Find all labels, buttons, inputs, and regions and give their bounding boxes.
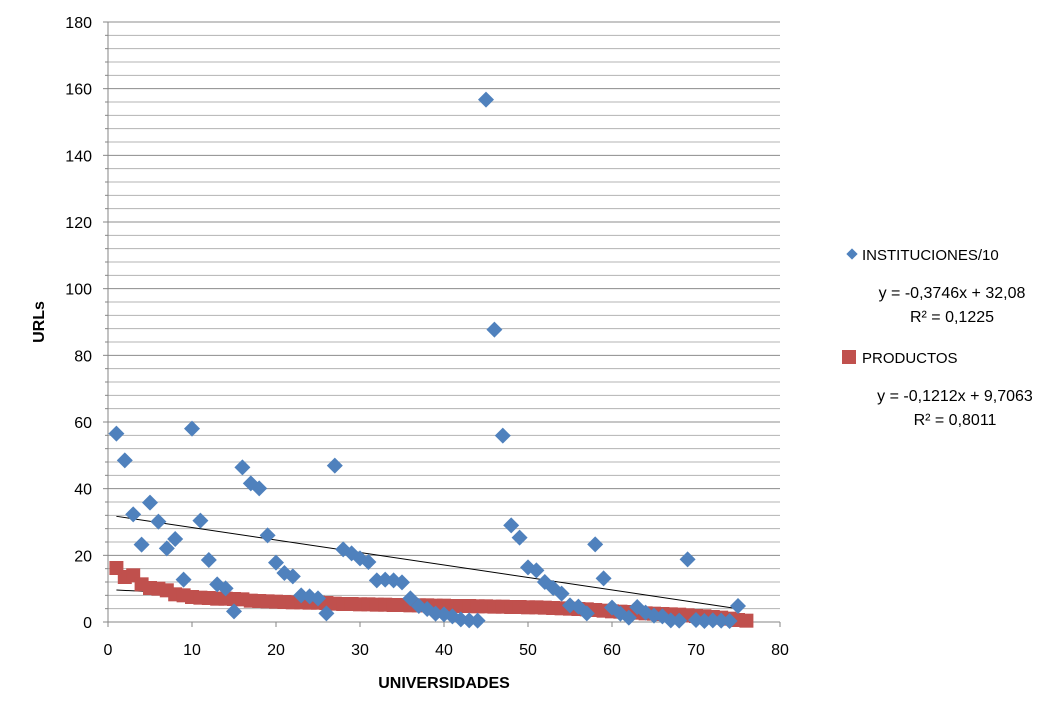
series-instituciones: [108, 91, 746, 629]
data-point-instituciones: [662, 612, 679, 629]
y-tick-label: 140: [65, 148, 92, 165]
data-point-instituciones: [125, 506, 142, 523]
legend: INSTITUCIONES/10 y = -0,3746x + 32,08 R²…: [842, 247, 1033, 429]
y-tick-label: 60: [74, 415, 92, 432]
data-point-instituciones: [184, 420, 200, 437]
x-tick-label: 80: [771, 642, 789, 659]
data-point-instituciones: [486, 321, 503, 338]
legend-label-productos: PRODUCTOS: [862, 350, 958, 367]
x-tick-label: 30: [351, 642, 369, 659]
x-tick-label: 70: [687, 642, 705, 659]
y-axis-title: URLs: [31, 301, 48, 343]
data-point-instituciones: [511, 529, 528, 546]
data-point-instituciones: [730, 598, 746, 614]
data-point-instituciones: [192, 512, 209, 529]
data-point-instituciones: [217, 580, 234, 597]
data-point-instituciones: [158, 540, 175, 557]
data-point-instituciones: [721, 613, 738, 629]
legend-marker-productos: [842, 350, 856, 364]
x-axis-ticks: 0 10 20 30 40 50 60 70 80: [104, 622, 789, 659]
y-tick-label: 20: [74, 548, 92, 565]
x-tick-label: 50: [519, 642, 537, 659]
data-point-instituciones: [234, 459, 251, 476]
data-point-instituciones: [394, 574, 410, 591]
x-tick-label: 60: [603, 642, 621, 659]
y-axis-ticks: 0 20 40 60 80 100 120 140 160 180: [65, 15, 108, 632]
gridlines: [108, 21, 780, 610]
legend-label-instituciones: INSTITUCIONES/10: [862, 247, 999, 264]
data-point-instituciones: [133, 536, 150, 553]
x-tick-label: 20: [267, 642, 285, 659]
trendline-instituciones: [116, 515, 739, 610]
data-point-instituciones: [150, 513, 167, 530]
trend-r2-instituciones: R² = 0,1225: [910, 309, 994, 326]
data-point-instituciones: [478, 91, 494, 108]
data-point-instituciones: [326, 457, 343, 474]
data-point-instituciones: [284, 568, 301, 585]
y-tick-label: 160: [65, 82, 92, 99]
data-point-instituciones: [595, 570, 612, 587]
data-point-instituciones: [620, 609, 637, 626]
y-tick-label: 40: [74, 482, 92, 499]
trend-equation-productos: y = -0,1212x + 9,7063: [877, 388, 1033, 405]
data-point-instituciones: [402, 590, 419, 607]
data-point-instituciones: [587, 536, 604, 553]
data-point-instituciones: [704, 612, 721, 629]
y-tick-label: 180: [65, 15, 92, 32]
data-point-instituciones: [461, 612, 478, 629]
trend-equation-instituciones: y = -0,3746x + 32,08: [879, 285, 1026, 302]
data-point-instituciones: [469, 612, 486, 629]
data-point-instituciones: [679, 551, 696, 568]
axes: [107, 22, 780, 623]
x-axis-title: UNIVERSIDADES: [378, 675, 510, 692]
data-point-instituciones: [528, 562, 545, 579]
legend-marker-instituciones: [846, 248, 858, 260]
data-point-instituciones: [108, 425, 125, 442]
data-point-instituciones: [268, 554, 284, 571]
x-tick-label: 10: [183, 642, 201, 659]
data-point-instituciones: [226, 603, 242, 620]
x-tick-label: 40: [435, 642, 453, 659]
data-point-instituciones: [167, 531, 184, 547]
data-point-instituciones: [553, 585, 570, 602]
y-tick-label: 120: [65, 215, 92, 232]
data-point-instituciones: [116, 452, 133, 469]
data-point-instituciones: [251, 480, 268, 497]
data-point-instituciones: [142, 494, 158, 511]
data-point-instituciones: [671, 612, 688, 629]
data-point-instituciones: [175, 571, 192, 588]
data-point-instituciones: [713, 612, 730, 629]
data-point-instituciones: [578, 605, 595, 622]
data-point-instituciones: [360, 554, 377, 570]
y-tick-label: 100: [65, 282, 92, 299]
data-point-productos: [739, 613, 754, 628]
data-point-instituciones: [259, 527, 276, 544]
data-point-instituciones: [200, 552, 217, 568]
y-tick-label: 80: [74, 348, 92, 365]
data-point-instituciones: [310, 590, 326, 607]
y-tick-label: 0: [83, 615, 92, 632]
x-tick-label: 0: [104, 642, 113, 659]
data-point-instituciones: [494, 427, 511, 444]
data-point-instituciones: [318, 605, 335, 622]
data-point-instituciones: [503, 517, 520, 534]
trend-r2-productos: R² = 0,8011: [914, 412, 997, 429]
